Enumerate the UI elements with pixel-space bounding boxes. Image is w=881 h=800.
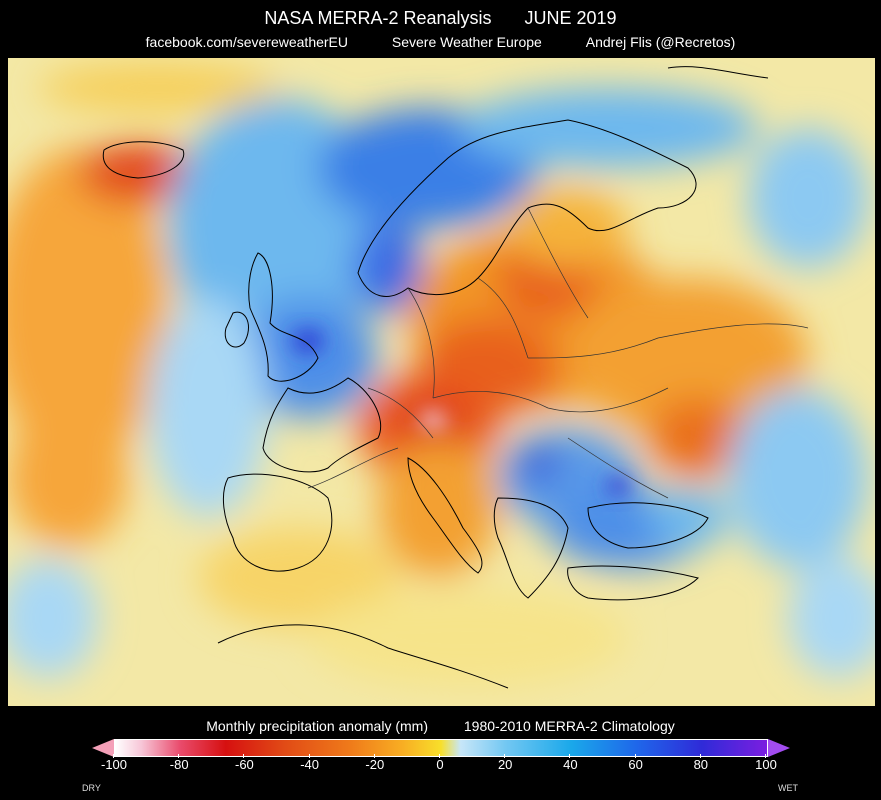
map-title: NASA MERRA-2 Reanalysis JUNE 2019 (0, 8, 881, 29)
map-canvas (8, 58, 875, 706)
precipitation-anomaly-map (8, 58, 875, 706)
legend-climatology: 1980-2010 MERRA-2 Climatology (463, 718, 675, 734)
title-dataset: NASA MERRA-2 Reanalysis (264, 8, 492, 28)
colorbar-max-extension (768, 739, 790, 757)
anomaly-highlights (292, 329, 630, 495)
colorbar-tick: 100 (746, 754, 786, 772)
colorbar-tick: 20 (485, 754, 525, 772)
colorbar-tick: 0 (420, 754, 460, 772)
colorbar-tick: -20 (355, 754, 395, 772)
colorbar-ticks: -100 -80 -60 -40 -20 0 20 40 60 80 100 (101, 754, 777, 785)
colorbar-min-extension (92, 739, 114, 757)
legend-variable: Monthly precipitation anomaly (mm) (206, 718, 428, 734)
colorbar (114, 739, 768, 757)
credit-facebook: facebook.com/severeweatherEU (145, 34, 348, 50)
colorbar-tick: 80 (681, 754, 721, 772)
colorbar-tick: -60 (224, 754, 264, 772)
colorbar-tick: 60 (616, 754, 656, 772)
colorbar-tick: -40 (290, 754, 330, 772)
wet-label: WET (778, 783, 798, 793)
credit-organization: Severe Weather Europe (391, 34, 542, 50)
colorbar-tick: -80 (159, 754, 199, 772)
country-borders (307, 207, 809, 499)
coastlines (102, 66, 769, 689)
legend-title: Monthly precipitation anomaly (mm) 1980-… (0, 718, 881, 734)
dry-label: DRY (82, 783, 101, 793)
credit-author: Andrej Flis (@Recretos) (585, 34, 736, 50)
anomaly-field (8, 63, 875, 688)
colorbar-tick: -100 (94, 754, 134, 772)
map-credits: facebook.com/severeweatherEU Severe Weat… (0, 34, 881, 50)
colorbar-tick: 40 (550, 754, 590, 772)
title-period: JUNE 2019 (524, 8, 617, 28)
